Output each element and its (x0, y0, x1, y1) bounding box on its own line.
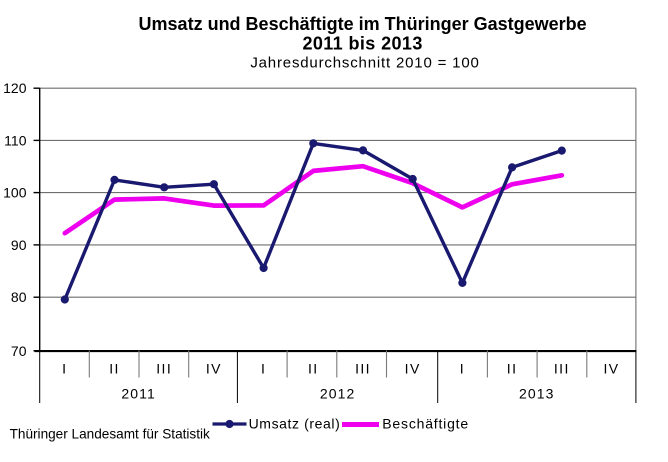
svg-text:2012: 2012 (320, 385, 356, 401)
svg-text:I: I (460, 361, 465, 377)
svg-text:2011: 2011 (121, 385, 156, 401)
svg-text:II: II (308, 361, 319, 377)
svg-text:I: I (62, 361, 67, 377)
svg-text:IV: IV (405, 361, 421, 377)
svg-text:II: II (507, 361, 518, 377)
svg-text:I: I (261, 361, 266, 377)
svg-text:120: 120 (3, 80, 27, 96)
svg-text:III: III (554, 361, 570, 377)
svg-text:IV: IV (603, 361, 619, 377)
svg-text:100: 100 (3, 185, 27, 201)
svg-text:II: II (109, 361, 120, 377)
svg-text:Umsatz und Beschäftigte im Thü: Umsatz und Beschäftigte im Thüringer Gas… (139, 14, 587, 34)
svg-text:Beschäftigte: Beschäftigte (382, 416, 469, 432)
svg-text:III: III (355, 361, 371, 377)
svg-text:2011 bis 2013: 2011 bis 2013 (302, 33, 422, 53)
svg-text:Jahresdurchschnitt 2010 = 100: Jahresdurchschnitt 2010 = 100 (250, 55, 479, 72)
svg-text:90: 90 (11, 237, 27, 253)
svg-text:70: 70 (11, 343, 27, 359)
svg-text:110: 110 (4, 132, 27, 148)
svg-text:80: 80 (11, 289, 27, 305)
svg-text:IV: IV (206, 361, 222, 377)
svg-text:Thüringer Landesamt für Statis: Thüringer Landesamt für Statistik (10, 426, 210, 441)
svg-text:III: III (156, 361, 172, 377)
svg-text:2013: 2013 (519, 385, 555, 401)
svg-text:Umsatz (real): Umsatz (real) (249, 416, 341, 432)
